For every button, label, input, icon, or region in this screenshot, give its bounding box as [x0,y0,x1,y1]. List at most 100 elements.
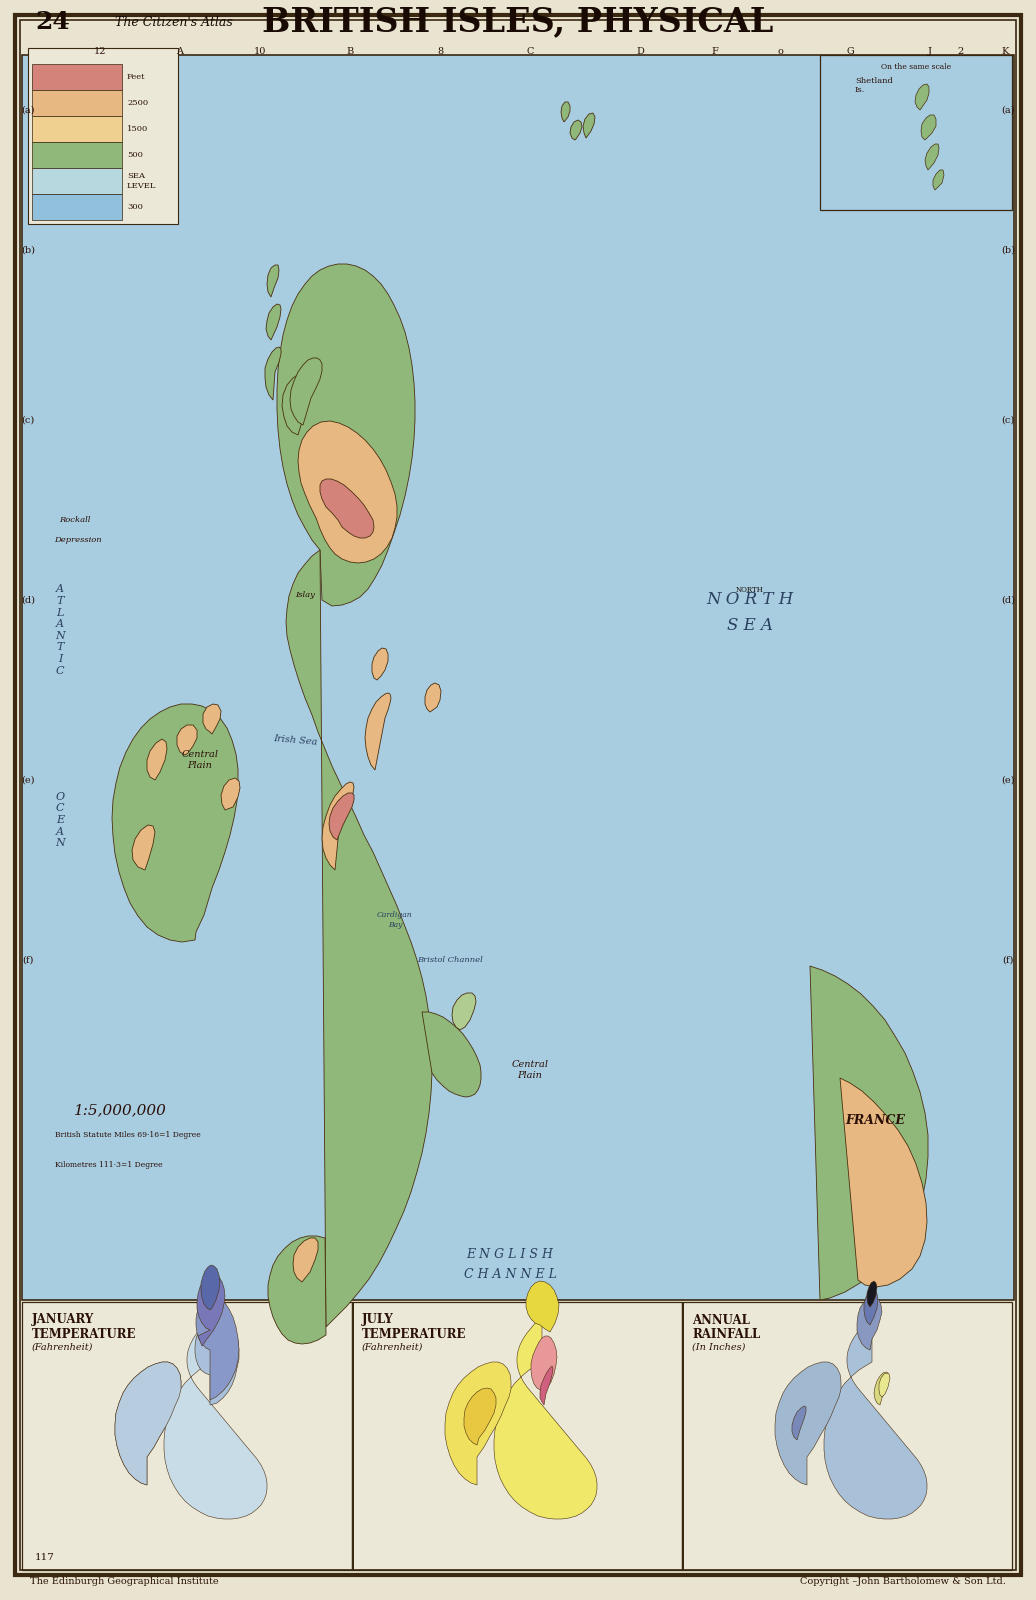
Polygon shape [810,966,928,1299]
Polygon shape [921,115,936,141]
Polygon shape [196,1298,239,1400]
Polygon shape [293,1238,318,1282]
Text: 24: 24 [35,10,69,34]
Text: (b): (b) [1001,245,1015,254]
Text: (f): (f) [1002,955,1013,965]
Polygon shape [526,1282,559,1331]
Polygon shape [115,1362,181,1485]
Polygon shape [867,1282,877,1307]
Bar [32,194,122,219]
Text: Central
Plain: Central Plain [181,750,219,770]
Text: JANUARY: JANUARY [32,1314,94,1326]
Text: (c): (c) [1002,416,1014,424]
Text: 2500: 2500 [127,99,148,107]
Polygon shape [320,478,374,538]
Text: RAINFALL: RAINFALL [692,1328,760,1341]
Polygon shape [277,264,415,606]
Text: (d): (d) [1001,595,1015,605]
Text: 10: 10 [254,48,266,56]
Polygon shape [164,1315,267,1518]
Polygon shape [425,683,441,712]
Text: 1500: 1500 [127,125,148,133]
Bar [32,117,122,142]
Polygon shape [874,1371,889,1405]
Text: (e): (e) [22,776,35,784]
Text: TEMPERATURE: TEMPERATURE [32,1328,137,1341]
Bar [352,1302,682,1570]
Text: (Fahrenheit): (Fahrenheit) [362,1342,424,1352]
Text: N O R T H: N O R T H [707,592,794,608]
Bar [22,54,1014,1299]
Polygon shape [197,1275,225,1346]
Text: Feet: Feet [127,74,145,82]
Text: Central
Plain: Central Plain [512,1061,548,1080]
Text: (c): (c) [22,416,34,424]
Polygon shape [298,421,397,563]
Polygon shape [583,114,595,138]
Polygon shape [267,266,279,298]
Text: o: o [777,48,783,56]
Text: 8: 8 [437,48,443,56]
Text: 12: 12 [93,48,107,56]
Polygon shape [177,725,197,755]
Text: British Statute Miles 69·16=1 Degree: British Statute Miles 69·16=1 Degree [55,1131,201,1139]
Bar [32,90,122,117]
Text: On the same scale: On the same scale [881,62,951,70]
Polygon shape [775,1362,841,1485]
Text: B: B [346,48,353,56]
Text: 500: 500 [127,150,143,158]
Bar [352,1302,353,1570]
Polygon shape [531,1336,557,1392]
Bar [28,48,178,224]
Polygon shape [115,1362,181,1485]
Polygon shape [452,994,476,1030]
Text: (b): (b) [21,245,35,254]
Polygon shape [570,120,582,141]
Text: 117: 117 [35,1552,55,1562]
Polygon shape [915,83,929,110]
Text: Depression: Depression [54,536,102,544]
Polygon shape [422,1013,481,1098]
Polygon shape [268,1235,326,1344]
Polygon shape [445,1362,511,1485]
Polygon shape [824,1315,927,1518]
Text: D: D [636,48,644,56]
Text: A
T
L
A
N
T
I
C: A T L A N T I C [55,584,65,675]
Text: J: J [928,48,932,56]
Polygon shape [322,782,354,870]
Text: K: K [1002,48,1009,56]
Text: ANNUAL: ANNUAL [692,1314,750,1326]
Text: 1:5,000,000: 1:5,000,000 [74,1102,167,1117]
Bar [32,168,122,194]
Polygon shape [266,304,281,341]
Text: The Citizen's Atlas: The Citizen's Atlas [115,16,233,29]
Text: NORTH: NORTH [737,586,764,594]
Polygon shape [540,1366,553,1405]
Text: (In Inches): (In Inches) [692,1342,745,1352]
Text: TEMPERATURE: TEMPERATURE [362,1328,466,1341]
Polygon shape [840,1078,927,1286]
Text: Shetland
Is.: Shetland Is. [855,77,893,94]
Polygon shape [792,1406,806,1440]
Text: 300: 300 [127,203,143,211]
Polygon shape [464,1387,496,1445]
Text: C H A N N E L: C H A N N E L [463,1269,556,1282]
Polygon shape [112,704,238,942]
Bar [22,1302,352,1570]
Polygon shape [132,826,155,870]
Polygon shape [201,1266,220,1310]
Polygon shape [265,347,281,400]
Polygon shape [925,144,939,170]
Polygon shape [290,358,322,426]
Polygon shape [372,648,388,680]
Polygon shape [562,102,570,122]
Polygon shape [933,170,944,190]
Text: Copyright –John Bartholomew & Son Ltd.: Copyright –John Bartholomew & Son Ltd. [800,1578,1006,1587]
Polygon shape [203,704,221,734]
Polygon shape [365,693,391,770]
Text: SEA
LEVEL: SEA LEVEL [127,173,156,189]
Text: Cardigan
Bay: Cardigan Bay [377,912,412,928]
Text: O
C
E
A
N: O C E A N [55,792,65,848]
Text: BRITISH ISLES, PHYSICAL: BRITISH ISLES, PHYSICAL [262,5,774,38]
Text: E N G L I S H: E N G L I S H [466,1248,553,1261]
